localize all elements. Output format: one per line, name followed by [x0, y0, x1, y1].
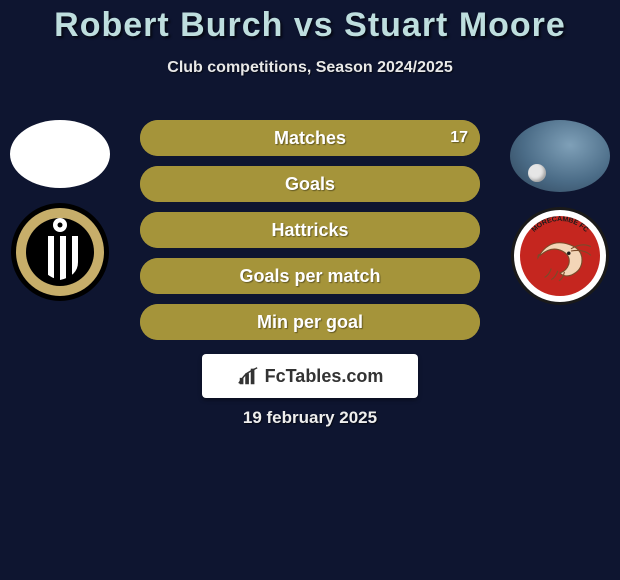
- morecambe-crest-icon: MORECAMBE FC: [510, 206, 610, 306]
- notts-county-crest-icon: [10, 202, 110, 302]
- watermark-badge: FcTables.com: [202, 354, 418, 398]
- title-player2: Stuart Moore: [344, 6, 566, 44]
- right-column: MORECAMBE FC: [510, 120, 610, 306]
- date-stamp: 19 february 2025: [0, 408, 620, 428]
- player2-avatar: [510, 120, 610, 192]
- page-title: Robert Burch vs Stuart Moore: [0, 0, 620, 45]
- stat-value-right: 17: [450, 129, 468, 147]
- stat-label: Goals per match: [239, 266, 380, 287]
- left-column: [10, 120, 110, 302]
- stat-row: Goals per match: [140, 258, 480, 294]
- stat-row: Hattricks: [140, 212, 480, 248]
- ball-icon: [528, 164, 546, 182]
- title-vs: vs: [294, 6, 334, 44]
- stat-label: Hattricks: [271, 220, 348, 241]
- player1-club-crest: [10, 202, 110, 302]
- stat-row: Goals: [140, 166, 480, 202]
- bar-chart-icon: [237, 365, 259, 387]
- player2-club-crest: MORECAMBE FC: [510, 206, 610, 306]
- subtitle: Club competitions, Season 2024/2025: [0, 59, 620, 77]
- comparison-bars: Matches 17 Goals Hattricks Goals per mat…: [140, 120, 480, 350]
- stat-label: Matches: [274, 128, 346, 149]
- stat-label: Goals: [285, 174, 335, 195]
- player1-avatar: [10, 120, 110, 188]
- title-player1: Robert Burch: [54, 6, 283, 44]
- stat-row: Min per goal: [140, 304, 480, 340]
- stat-label: Min per goal: [257, 312, 363, 333]
- watermark-text: FcTables.com: [265, 366, 384, 387]
- stat-row: Matches 17: [140, 120, 480, 156]
